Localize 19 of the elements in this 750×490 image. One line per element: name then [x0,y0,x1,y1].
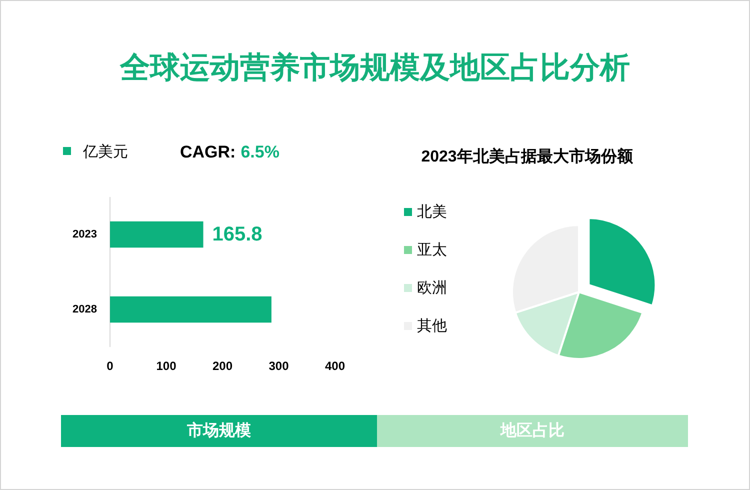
chart-title: 2023年北美占据最大市场份额 [421,146,634,166]
text: 地区占比 [500,422,564,440]
y-tick-label: 2028 [72,304,97,316]
legend-label: 其他 [417,318,447,334]
legend-label: 亚太 [417,242,447,258]
x-tick-label: 400 [324,359,346,373]
x-tick-label: 100 [156,359,177,373]
legend-label: 欧洲 [417,280,447,296]
y-tick-label: 2023 [72,228,97,240]
x-tick-label: 200 [212,359,233,373]
data-label: 165.8 [212,224,262,246]
legend-label: 北美 [417,204,447,220]
text: CAGR: [180,142,236,162]
text: 市场规模 [186,422,251,440]
x-tick-label: 0 [106,359,114,373]
text: 全球运动营养市场规模及地区占比分析 [119,50,630,84]
text: 6.5% [240,142,280,162]
legend-label: 亿美元 [82,144,128,160]
x-tick-label: 300 [268,359,290,373]
